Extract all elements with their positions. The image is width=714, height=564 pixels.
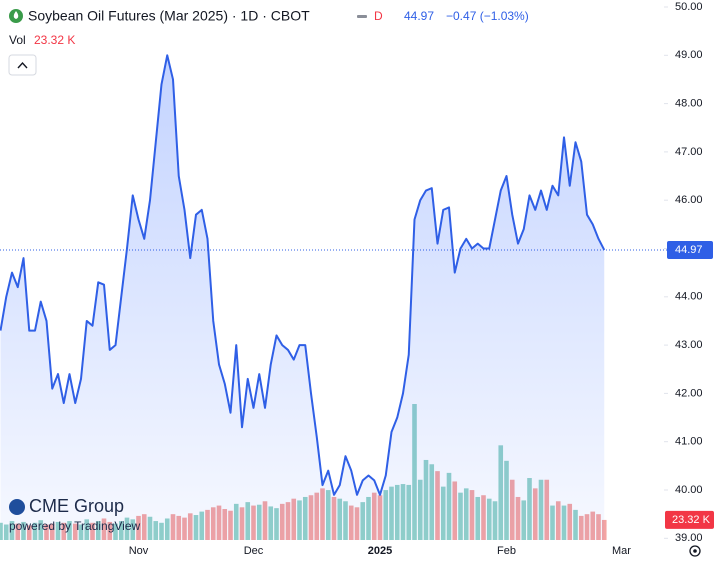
cme-logo [9,499,25,515]
price-area [0,55,605,541]
x-tick-label: Feb [497,545,516,557]
y-tick-label: 44.00 [675,291,703,303]
settings-button[interactable] [689,545,701,557]
y-tick-label: 48.00 [675,98,703,110]
x-tick-label: Dec [244,545,264,557]
y-tick-label: 42.00 [675,387,703,399]
last-price: 44.97 [404,9,434,23]
symbol-icon-drop [13,11,19,19]
powered-by: powered by TradingView [9,519,141,533]
y-tick-label: 47.00 [675,146,703,158]
collapse-button[interactable] [8,54,37,76]
x-tick-label: Nov [129,545,149,557]
price-layer [0,54,606,541]
last-price-box [667,240,713,259]
last-price-label: 44.97 [675,244,703,256]
volume-label-box [665,510,714,529]
volume-title: Vol [9,33,26,47]
x-tick-label: 2025 [368,545,392,557]
y-tick-label: 49.00 [675,49,703,61]
y-tick-label: 41.00 [675,436,703,448]
settings-icon [693,549,697,553]
y-tick-label: 43.00 [675,339,703,351]
chart-title: Soybean Oil Futures (Mar 2025) · 1D · CB… [28,8,310,24]
price-change: −0.47 (−1.03%) [446,9,529,23]
y-tick-label: 40.00 [675,484,703,496]
branding: CME Group [29,496,124,516]
price-line [0,54,606,496]
status-dash [357,15,367,18]
volume-value: 23.32 K [34,33,75,47]
interval-flag: D [374,9,383,23]
volume-axis-label: 23.32 K [672,514,711,526]
collapse-icon [17,61,28,69]
y-tick-label: 46.00 [675,194,703,206]
y-tick-label: 50.00 [675,1,703,13]
x-tick-label: Mar [612,545,631,557]
y-tick-label: 39.00 [675,532,703,544]
